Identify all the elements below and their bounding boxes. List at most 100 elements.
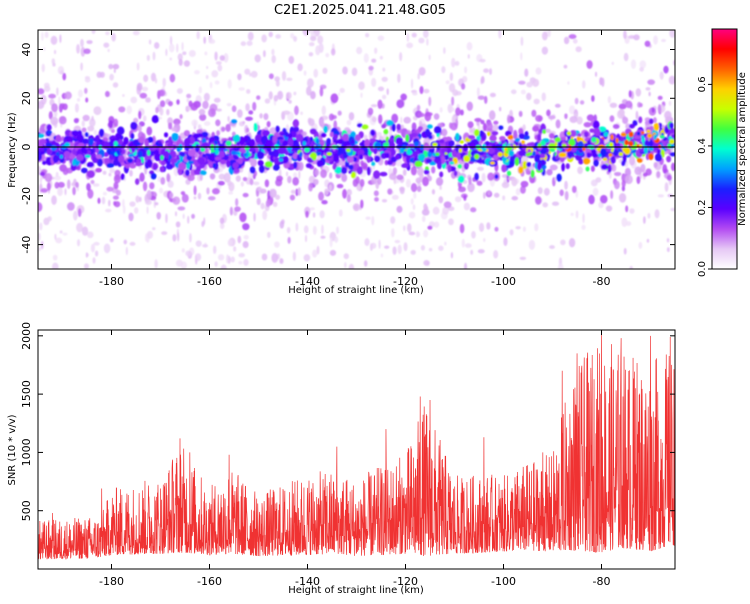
heatmap-band-cell <box>163 132 169 138</box>
heatmap-noise-cell <box>515 226 521 230</box>
heatmap-band-cell <box>38 150 41 159</box>
heatmap-band-cell <box>363 147 369 153</box>
heatmap-band-cell <box>669 152 675 157</box>
heatmap-noise-cell <box>374 47 378 54</box>
heatmap-cloud-cell <box>461 83 466 90</box>
heatmap-cloud-cell <box>490 111 494 120</box>
heatmap-noise-cell <box>286 227 291 234</box>
heatmap-noise-cell <box>84 76 90 80</box>
heatmap-cloud-cell <box>621 180 626 188</box>
heatmap-cloud-cell <box>330 93 339 104</box>
heatmap-noise-cell <box>625 221 632 227</box>
heatmap-band-cell <box>424 131 433 136</box>
heatmap-band-cell <box>342 133 349 142</box>
heatmap-noise-cell <box>498 30 502 39</box>
heatmap-cloud-cell <box>77 208 82 218</box>
y-tick-label: -20 <box>20 187 33 205</box>
heatmap-band-cell <box>558 152 567 158</box>
heatmap-cloud-cell <box>519 185 526 194</box>
heatmap-cloud-cell <box>172 196 181 205</box>
heatmap-noise-cell <box>50 35 58 45</box>
snr-x-ticks: -180 -160 -140 -120 -100 -80 <box>99 330 610 588</box>
heatmap-noise-cell <box>201 220 205 228</box>
heatmap-band-cell <box>269 154 275 163</box>
heatmap-noise-cell <box>214 51 218 61</box>
heatmap-band-cell <box>530 142 535 147</box>
heatmap-cloud-cell <box>260 202 265 210</box>
y-tick-label: 1000 <box>20 438 33 466</box>
heatmap-cloud-cell <box>166 173 171 183</box>
heatmap-band-cell <box>652 141 660 151</box>
heatmap-cloud-cell <box>177 206 186 211</box>
heatmap-cloud-cell <box>451 115 456 125</box>
heatmap-band-cell <box>457 164 463 169</box>
heatmap-peak-cell <box>647 133 653 138</box>
heatmap-cloud-cell <box>85 97 89 103</box>
heatmap-band-cell <box>135 161 143 167</box>
heatmap-noise-cell <box>41 63 45 73</box>
heatmap-noise-cell <box>93 129 98 136</box>
heatmap-noise-cell <box>212 245 217 255</box>
heatmap-band-cell <box>87 149 92 157</box>
y-tick-label: 500 <box>20 500 33 521</box>
heatmap-cloud-cell <box>636 175 641 185</box>
heatmap-noise-cell <box>191 119 198 127</box>
heatmap-peak-cell <box>502 156 508 162</box>
heatmap-cloud-cell <box>113 174 121 184</box>
heatmap-noise-cell <box>213 97 221 103</box>
heatmap-noise-cell <box>417 73 420 80</box>
heatmap-noise-cell <box>471 230 476 239</box>
heatmap-peak-cell <box>624 139 629 146</box>
heatmap-band-cell <box>42 160 47 165</box>
heatmap-band-cell <box>439 171 444 178</box>
heatmap-cloud-cell <box>651 107 655 113</box>
heatmap-cloud-cell <box>199 113 207 121</box>
heatmap-noise-cell <box>87 231 94 239</box>
heatmap-cloud-cell <box>256 186 262 192</box>
heatmap-noise-cell <box>240 41 247 47</box>
heatmap-peak-cell <box>116 149 121 155</box>
heatmap-noise-cell <box>41 31 44 41</box>
colorbar-tick-label: 0.4 <box>697 138 708 154</box>
heatmap-noise-cell <box>520 89 526 95</box>
heatmap-cloud-cell <box>333 120 338 130</box>
heatmap-peak-cell <box>658 144 662 149</box>
heatmap-peak-cell <box>497 146 501 151</box>
heatmap-noise-cell <box>57 187 63 197</box>
snr-y-ticks: 500 1000 1500 2000 <box>20 322 675 521</box>
heatmap-noise-cell <box>563 36 570 45</box>
heatmap-cloud-cell <box>476 166 484 171</box>
heatmap-band-cell <box>199 170 207 176</box>
heatmap-noise-cell <box>55 237 63 244</box>
heatmap-cloud-cell <box>264 179 270 188</box>
heatmap-noise-cell <box>92 257 96 264</box>
heatmap-noise-cell <box>592 187 599 196</box>
heatmap-noise-cell <box>541 46 549 55</box>
heatmap-band-cell <box>565 163 570 170</box>
heatmap-cloud-cell <box>425 205 429 216</box>
y-tick-label: 40 <box>20 43 33 57</box>
heatmap-cloud-cell <box>217 180 225 186</box>
heatmap-band-cell <box>146 159 153 167</box>
heatmap-cloud-cell <box>40 188 48 193</box>
heatmap-cloud-cell <box>487 172 495 181</box>
heatmap-band-cell <box>567 134 571 140</box>
heatmap-cloud-cell <box>387 188 393 195</box>
heatmap-band-cell <box>95 167 102 173</box>
heatmap-band-cell <box>482 123 487 132</box>
heatmap-noise-cell <box>509 229 514 236</box>
heatmap-noise-cell <box>51 195 57 205</box>
heatmap-cloud-cell <box>551 201 560 206</box>
heatmap-band-cell <box>248 146 256 153</box>
heatmap-cloud-cell <box>237 109 243 118</box>
heatmap-noise-cell <box>243 234 249 240</box>
heatmap-noise-cell <box>96 71 102 78</box>
heatmap-cloud-cell <box>656 170 661 178</box>
heatmap-band-cell <box>277 145 286 155</box>
heatmap-noise-cell <box>635 110 639 119</box>
heatmap-cloud-cell <box>644 40 651 47</box>
heatmap-noise-cell <box>522 226 526 232</box>
heatmap-band-cell <box>465 162 469 168</box>
heatmap-noise-cell <box>365 33 370 38</box>
heatmap-noise-cell <box>206 66 209 70</box>
